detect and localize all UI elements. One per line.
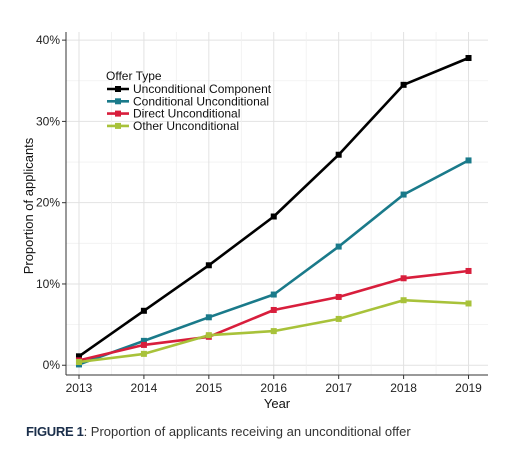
data-point-direct-unconditional xyxy=(400,275,407,282)
legend-swatch-point-conditional-unconditional xyxy=(115,98,121,105)
x-tick-label: 2019 xyxy=(455,381,482,395)
legend-swatch-point-unconditional-component xyxy=(115,86,121,92)
x-tick-label: 2016 xyxy=(260,381,287,395)
data-point-conditional-unconditional xyxy=(140,337,147,344)
y-tick-label: 40% xyxy=(36,33,60,47)
data-point-other-unconditional xyxy=(400,297,407,304)
data-point-conditional-unconditional xyxy=(335,243,342,250)
data-point-direct-unconditional xyxy=(270,306,277,313)
line-chart: 0%10%20%30%40% 2013 2014 2015 2016 2017 2018 2… xyxy=(21,32,488,411)
data-point-direct-unconditional xyxy=(335,293,342,300)
data-point-conditional-unconditional xyxy=(205,314,212,321)
figure-caption-text: : Proportion of applicants receiving an … xyxy=(83,424,411,439)
y-tick-label: 10% xyxy=(36,277,60,291)
data-point-unconditional-component xyxy=(335,151,342,158)
y-tick-label: 0% xyxy=(43,358,61,372)
data-point-unconditional-component xyxy=(205,262,212,269)
data-point-other-unconditional xyxy=(75,358,82,365)
x-tick-labels: 2013 2014 2015 2016 2017 2018 2019 xyxy=(66,375,482,395)
data-point-unconditional-component xyxy=(75,353,82,360)
legend-swatch-point-direct-unconditional xyxy=(115,110,121,117)
data-point-other-unconditional xyxy=(335,315,342,322)
data-point-other-unconditional xyxy=(465,300,472,307)
data-point-unconditional-component xyxy=(400,81,407,88)
data-point-conditional-unconditional xyxy=(400,191,407,198)
x-tick-label: 2013 xyxy=(66,381,93,395)
figure-label: FIGURE 1 xyxy=(26,424,84,439)
x-tick-label: 2018 xyxy=(390,381,417,395)
data-point-direct-unconditional xyxy=(140,341,147,348)
axes xyxy=(65,32,488,376)
data-point-conditional-unconditional xyxy=(465,157,472,164)
data-point-other-unconditional xyxy=(205,332,212,339)
legend-label-direct-unconditional: Direct Unconditional xyxy=(133,107,240,121)
legend-swatch-point-other-unconditional xyxy=(115,122,121,129)
legend-label-other-unconditional: Other Unconditional xyxy=(133,119,239,133)
y-axis-title: Proportion of applicants xyxy=(21,137,36,274)
data-point-direct-unconditional xyxy=(465,267,472,274)
grid xyxy=(66,32,488,375)
data-point-other-unconditional xyxy=(270,328,277,335)
x-tick-label: 2015 xyxy=(195,381,222,395)
data-point-conditional-unconditional xyxy=(270,291,277,298)
legend-label-unconditional-component: Unconditional Component xyxy=(133,82,272,96)
x-tick-label: 2014 xyxy=(131,381,158,395)
data-point-unconditional-component xyxy=(140,307,147,314)
x-axis-title: Year xyxy=(264,396,291,411)
plot-area xyxy=(66,32,488,375)
x-tick-label: 2017 xyxy=(325,381,352,395)
y-tick-labels: 0% 10% 20% 30% 40% xyxy=(36,33,66,372)
legend: Offer Type Unconditional ComponentCondit… xyxy=(106,69,272,133)
data-point-unconditional-component xyxy=(465,55,472,62)
legend-label-conditional-unconditional: Conditional Unconditional xyxy=(133,94,269,108)
y-tick-label: 20% xyxy=(36,196,60,210)
legend-title: Offer Type xyxy=(106,69,162,83)
data-point-unconditional-component xyxy=(270,213,277,220)
figure-caption: FIGURE 1: Proportion of applicants recei… xyxy=(26,424,411,439)
y-tick-label: 30% xyxy=(36,114,60,128)
data-point-other-unconditional xyxy=(140,350,147,357)
series-points xyxy=(75,55,472,368)
